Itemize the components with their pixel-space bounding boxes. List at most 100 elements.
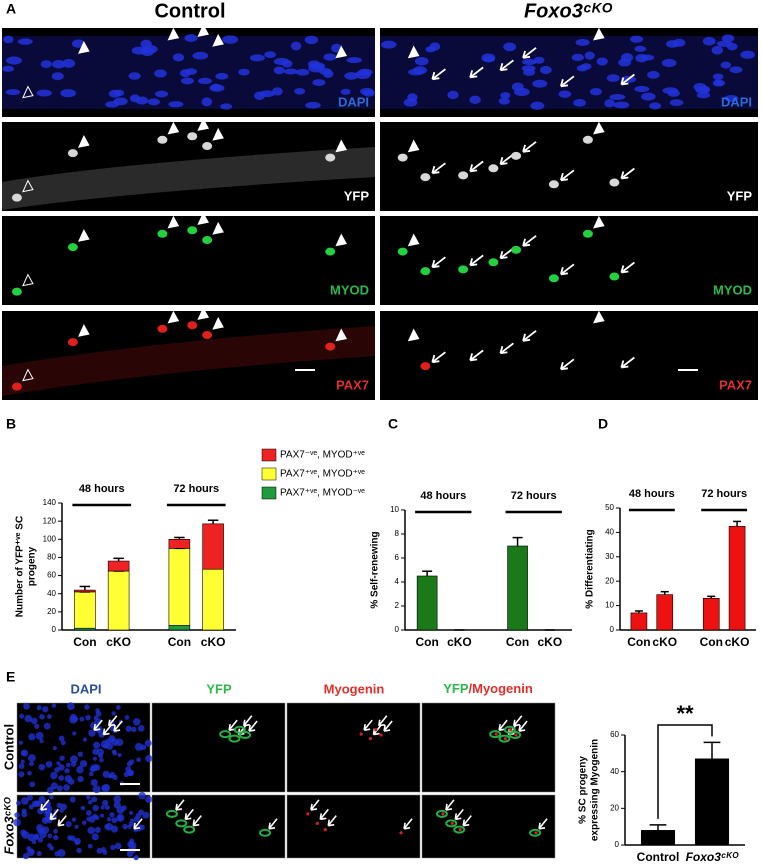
nucleus — [95, 710, 102, 717]
bar-segment — [107, 560, 130, 572]
arrowhead — [593, 310, 605, 324]
arrow — [522, 141, 537, 153]
nucleus — [711, 45, 724, 55]
nucleus — [74, 837, 81, 845]
arrowhead — [78, 229, 90, 242]
arrow — [620, 167, 635, 180]
nucleus — [254, 91, 265, 101]
arrowhead — [167, 310, 180, 324]
nucleus — [50, 771, 58, 780]
arrowhead — [78, 41, 90, 54]
group-label: 48 hours — [420, 490, 466, 502]
nucleus — [661, 58, 677, 68]
arrow — [431, 256, 446, 269]
nucleus — [18, 763, 25, 770]
y-tick-label: 50 — [605, 503, 614, 512]
nucleus — [17, 38, 33, 45]
arrow — [268, 818, 278, 830]
nucleus — [712, 73, 724, 81]
nucleus — [606, 74, 620, 82]
arrowhead — [167, 215, 180, 229]
nucleus — [558, 90, 572, 98]
x-tick-label: Con — [415, 635, 438, 649]
nucleus — [77, 751, 84, 757]
panel-label: D — [598, 416, 608, 432]
bar-segment — [74, 589, 96, 593]
nucleus — [133, 816, 140, 823]
nucleus — [222, 35, 239, 44]
nucleus — [80, 805, 86, 811]
arrow — [49, 808, 59, 821]
nucleus — [312, 79, 326, 87]
nucleus — [109, 812, 115, 818]
cell — [239, 731, 252, 740]
nucleus — [69, 713, 77, 721]
arrow — [431, 68, 446, 81]
bar — [728, 525, 746, 631]
cell — [514, 733, 518, 737]
error-bar — [707, 595, 716, 599]
nucleus — [201, 97, 213, 107]
nucleus — [74, 824, 79, 829]
cell — [441, 812, 445, 816]
nucleus — [530, 101, 545, 110]
micrograph — [286, 794, 421, 859]
cell — [548, 274, 559, 283]
cell — [325, 342, 336, 351]
cell — [503, 737, 508, 741]
panel-label: E — [6, 669, 15, 685]
nucleus — [634, 45, 647, 52]
cell — [11, 382, 22, 391]
arrowhead — [407, 328, 420, 342]
nucleus — [88, 800, 93, 805]
bar — [640, 830, 676, 846]
group-label: 48 hours — [79, 483, 125, 495]
nucleus — [39, 738, 44, 744]
y-axis-label: progeny — [27, 546, 38, 586]
nucleus — [41, 816, 50, 825]
x-tick-label: cKO — [538, 635, 563, 649]
nucleus — [498, 97, 510, 105]
nucleus — [38, 763, 46, 771]
cell — [67, 338, 78, 347]
nucleus — [666, 40, 679, 48]
nucleus — [36, 89, 52, 97]
nucleus — [630, 35, 644, 43]
arrow — [538, 818, 548, 830]
y-axis-label: % SC progeny — [578, 756, 589, 824]
cell — [511, 151, 522, 160]
arrowhead — [167, 27, 180, 41]
arrowhead — [197, 118, 209, 131]
cell — [582, 229, 593, 238]
arrow — [310, 799, 320, 811]
nucleus — [26, 845, 32, 852]
arrowhead — [167, 121, 180, 135]
y-tick-label: 30 — [605, 552, 614, 561]
nucleus — [724, 94, 739, 103]
y-axis-label: % Differentiating — [585, 529, 596, 608]
x-tick-label: Control — [637, 850, 680, 864]
nucleus — [128, 759, 135, 765]
nucleus — [134, 742, 143, 751]
nucleus — [21, 830, 30, 839]
cell — [489, 730, 502, 739]
nucleus — [355, 70, 371, 79]
nucleus — [102, 799, 109, 807]
nucleus — [19, 713, 25, 719]
arrow — [242, 715, 253, 727]
arrow — [499, 342, 514, 355]
y-tick-label: 80 — [47, 553, 56, 562]
cell — [202, 236, 213, 245]
column-label: Myogenin — [324, 681, 385, 696]
nucleus — [729, 66, 743, 74]
nucleus — [43, 722, 51, 730]
arrow — [431, 162, 446, 175]
micrograph — [380, 311, 758, 400]
nucleus — [106, 743, 113, 750]
nucleus — [109, 771, 116, 778]
nucleus — [540, 65, 552, 75]
nucleus — [59, 755, 65, 761]
nucleus — [76, 765, 84, 774]
channel-label: PAX7 — [336, 377, 369, 392]
row-label: Control — [1, 724, 16, 770]
